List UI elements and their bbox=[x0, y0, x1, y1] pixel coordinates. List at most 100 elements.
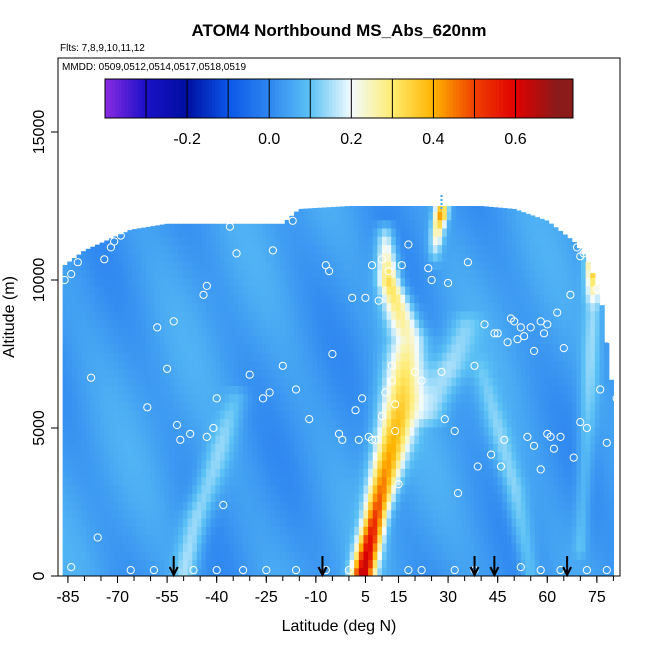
heatmap-cell bbox=[419, 559, 425, 569]
heatmap-cell bbox=[428, 352, 434, 362]
heatmap-cell bbox=[437, 459, 443, 469]
heatmap-cell bbox=[187, 227, 193, 237]
heatmap-cell bbox=[108, 294, 115, 304]
heatmap-cell bbox=[437, 227, 443, 237]
heatmap-cell bbox=[307, 501, 314, 511]
heatmap-cell bbox=[571, 241, 577, 246]
heatmap-cell bbox=[210, 310, 216, 320]
heatmap-cell bbox=[590, 302, 596, 312]
heatmap-cell bbox=[340, 261, 346, 270]
heatmap-cell bbox=[238, 451, 244, 461]
heatmap-cell bbox=[99, 261, 105, 270]
heatmap-cell bbox=[303, 401, 309, 411]
heatmap-cell bbox=[275, 534, 281, 544]
heatmap-cell bbox=[590, 343, 596, 353]
heatmap-cell bbox=[516, 335, 522, 345]
heatmap-cell bbox=[169, 534, 175, 544]
heatmap-cell bbox=[344, 493, 351, 503]
heatmap-cell bbox=[516, 493, 522, 503]
heatmap-cell bbox=[506, 526, 513, 536]
heatmap-cell bbox=[192, 451, 198, 461]
heatmap-cell bbox=[270, 493, 277, 503]
heatmap-cell bbox=[233, 269, 240, 279]
heatmap-cell bbox=[409, 401, 415, 411]
heatmap-cell bbox=[62, 418, 68, 428]
heatmap-cell bbox=[344, 526, 351, 536]
heatmap-cell bbox=[141, 501, 147, 511]
heatmap-cell bbox=[381, 534, 388, 544]
heatmap-cell bbox=[196, 236, 203, 246]
heatmap-cell bbox=[67, 459, 73, 469]
heatmap-cell bbox=[363, 509, 369, 519]
heatmap-cell bbox=[419, 567, 425, 576]
heatmap-cell bbox=[298, 360, 304, 370]
heatmap-cell bbox=[81, 360, 87, 370]
heatmap-cell bbox=[493, 277, 499, 287]
heatmap-cell bbox=[493, 352, 499, 362]
heatmap-cell bbox=[381, 501, 388, 511]
heatmap-cell bbox=[493, 443, 499, 453]
heatmap-cell bbox=[118, 277, 124, 287]
heatmap-cell bbox=[465, 476, 471, 486]
heatmap-cell bbox=[127, 261, 133, 270]
heatmap-cell bbox=[520, 493, 527, 503]
heatmap-cell bbox=[525, 277, 531, 287]
heatmap-cell bbox=[104, 501, 110, 511]
heatmap-cell bbox=[71, 426, 78, 436]
heatmap-cell bbox=[354, 211, 360, 221]
heatmap-cell bbox=[303, 236, 309, 246]
heatmap-cell bbox=[303, 468, 309, 478]
heatmap-cell bbox=[502, 476, 508, 486]
heatmap-cell bbox=[219, 493, 226, 503]
heatmap-cell bbox=[331, 310, 337, 320]
heatmap-cell bbox=[141, 302, 147, 312]
heatmap-cell bbox=[136, 426, 142, 436]
heatmap-cell bbox=[270, 285, 277, 295]
heatmap-cell bbox=[451, 567, 457, 576]
heatmap-cell bbox=[169, 501, 175, 511]
heatmap-cell bbox=[576, 493, 582, 503]
heatmap-cell bbox=[525, 213, 531, 221]
heatmap-cell bbox=[576, 377, 582, 386]
heatmap-cell bbox=[178, 377, 184, 386]
heatmap-cell bbox=[275, 368, 281, 378]
heatmap-cell bbox=[326, 426, 332, 436]
heatmap-cell bbox=[381, 219, 388, 229]
heatmap-cell bbox=[104, 310, 110, 320]
heatmap-cell bbox=[62, 476, 68, 486]
heatmap-cell bbox=[298, 252, 304, 262]
heatmap-cell bbox=[284, 509, 291, 519]
heatmap-cell bbox=[469, 426, 476, 436]
heatmap-cell bbox=[377, 451, 383, 461]
heatmap-cell bbox=[432, 418, 439, 428]
heatmap-cell bbox=[493, 385, 499, 395]
heatmap-cell bbox=[294, 227, 300, 237]
heatmap-cell bbox=[238, 493, 244, 503]
heatmap-cell bbox=[442, 206, 448, 212]
heatmap-cell bbox=[192, 294, 198, 304]
heatmap-cell bbox=[391, 426, 397, 436]
heatmap-cell bbox=[391, 517, 397, 527]
heatmap-cell bbox=[409, 517, 415, 527]
heatmap-cell bbox=[372, 227, 378, 237]
heatmap-cell bbox=[108, 327, 115, 337]
heatmap-cell bbox=[488, 551, 494, 561]
heatmap-cell bbox=[446, 377, 452, 386]
heatmap-cell bbox=[534, 236, 540, 246]
heatmap-cell bbox=[395, 517, 402, 527]
heatmap-cell bbox=[243, 269, 249, 279]
heatmap-cell bbox=[159, 517, 166, 527]
heatmap-cell bbox=[187, 484, 193, 494]
heatmap-cell bbox=[354, 277, 360, 287]
heatmap-cell bbox=[474, 459, 480, 469]
heatmap-cell bbox=[585, 468, 591, 478]
heatmap-cell bbox=[553, 484, 559, 494]
heatmap-cell bbox=[400, 269, 406, 279]
heatmap-cell bbox=[530, 435, 536, 444]
heatmap-cell bbox=[321, 526, 328, 536]
heatmap-cell bbox=[543, 236, 550, 246]
heatmap-cell bbox=[252, 534, 258, 544]
heatmap-cell bbox=[289, 269, 295, 279]
heatmap-cell bbox=[219, 377, 226, 386]
heatmap-cell bbox=[465, 509, 471, 519]
